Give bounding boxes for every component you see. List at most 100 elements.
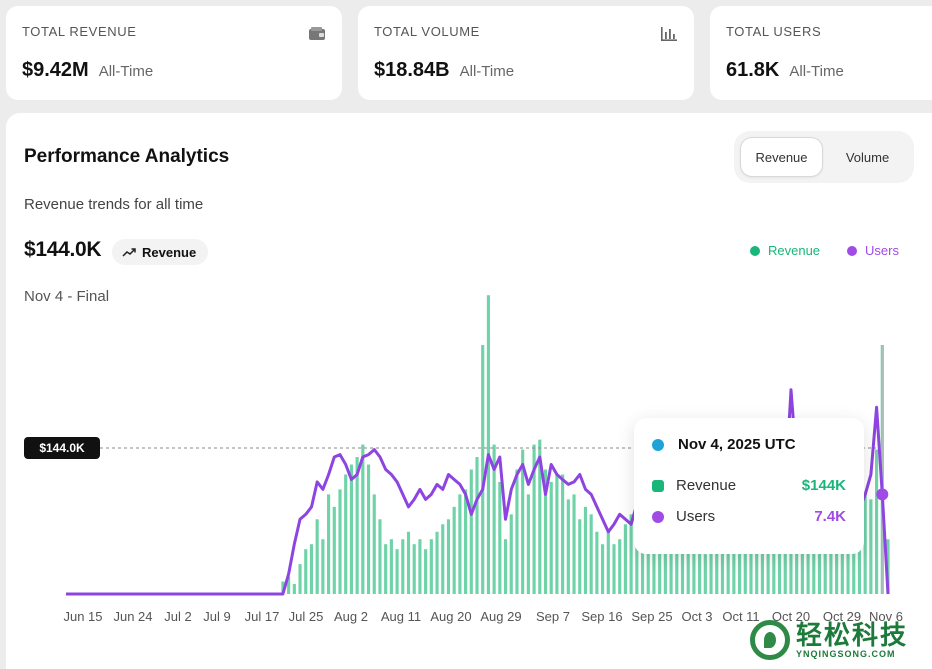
- stat-value: 61.8K: [726, 59, 780, 81]
- trend-label: Revenue: [142, 244, 197, 260]
- revenue-bar: [840, 514, 844, 594]
- x-tick-label: Jul 17: [245, 609, 280, 624]
- x-tick-label: Oct 29: [823, 609, 861, 624]
- reference-badge: $144.0K: [24, 437, 100, 459]
- revenue-bar: [315, 519, 319, 594]
- revenue-bar: [635, 519, 639, 594]
- revenue-bar: [441, 524, 445, 594]
- x-tick-label: Sep 7: [536, 609, 570, 624]
- revenue-bar: [772, 534, 776, 594]
- revenue-bar: [738, 534, 742, 594]
- legend-users[interactable]: Users: [847, 243, 899, 258]
- watermark-logo: 轻松科技 YNQINGSONG.COM: [750, 620, 908, 660]
- revenue-bar: [618, 539, 622, 594]
- revenue-bar: [452, 506, 456, 594]
- revenue-bar: [726, 544, 730, 594]
- stat-card-volume: TOTAL VOLUME $18.84B All-Time: [358, 6, 694, 100]
- stat-value: $18.84B: [374, 59, 450, 81]
- toggle-volume-button[interactable]: Volume: [827, 137, 908, 177]
- revenue-bar: [464, 489, 468, 594]
- revenue-bar: [806, 514, 810, 594]
- performance-panel: Performance Analytics Revenue trends for…: [6, 113, 932, 669]
- x-tick-label: Nov 6: [869, 609, 903, 624]
- date-caption: Nov 4 - Final: [24, 288, 110, 305]
- revenue-bar: [526, 494, 530, 594]
- metric-toggle: Revenue Volume: [734, 131, 914, 183]
- revenue-bar: [469, 469, 473, 594]
- revenue-bar: [406, 531, 411, 594]
- toggle-revenue-button[interactable]: Revenue: [740, 137, 823, 177]
- revenue-bar: [777, 529, 782, 594]
- x-tick-label: Jul 25: [289, 609, 324, 624]
- tooltip-users-value: 7.4K: [814, 508, 846, 525]
- revenue-bar: [486, 295, 490, 594]
- revenue-bar: [327, 494, 331, 594]
- revenue-bar: [743, 529, 747, 594]
- revenue-bar: [503, 539, 508, 594]
- revenue-bar: [612, 544, 616, 594]
- x-tick-label: Jul 2: [164, 609, 191, 624]
- revenue-bar: [481, 345, 485, 594]
- revenue-bar: [543, 469, 548, 594]
- revenue-bar: [640, 524, 645, 594]
- revenue-bar: [835, 514, 839, 594]
- reference-badge-bg: [24, 437, 100, 459]
- revenue-bar: [703, 554, 707, 594]
- revenue-bar: [675, 524, 679, 594]
- revenue-bar: [863, 494, 867, 594]
- revenue-bar: [869, 499, 873, 594]
- revenue-bar: [446, 519, 451, 594]
- revenue-bar: [292, 584, 296, 594]
- revenue-bar: [595, 531, 599, 594]
- revenue-bar: [823, 519, 827, 594]
- trend-badge: Revenue: [112, 239, 209, 265]
- revenue-bar: [572, 494, 576, 594]
- legend-label-revenue: Revenue: [768, 243, 821, 258]
- revenue-bar: [886, 539, 890, 594]
- panel-title: Performance Analytics: [24, 146, 230, 167]
- stat-label: TOTAL USERS: [726, 24, 822, 39]
- tooltip-date-dot: [652, 438, 664, 451]
- legend-revenue[interactable]: Revenue: [750, 243, 820, 258]
- revenue-bar: [418, 539, 422, 594]
- tooltip-users-label: Users: [676, 508, 716, 525]
- revenue-bar: [766, 534, 770, 594]
- revenue-bar: [355, 457, 359, 594]
- revenue-bar: [783, 531, 787, 594]
- revenue-bar: [789, 531, 793, 594]
- revenue-bar: [629, 514, 633, 594]
- revenue-bar: [549, 481, 553, 594]
- revenue-bar: [287, 576, 291, 594]
- trend-up-icon: [122, 248, 136, 257]
- legend-label-users: Users: [865, 243, 899, 258]
- revenue-bar: [429, 539, 433, 594]
- revenue-bar: [623, 524, 627, 594]
- revenue-bar: [875, 449, 879, 594]
- revenue-bar: [686, 534, 690, 594]
- stat-sub: All-Time: [98, 63, 154, 80]
- x-tick-label: Oct 20: [772, 609, 810, 624]
- revenue-bar: [521, 449, 525, 594]
- reference-badge-label: $144.0K: [39, 441, 85, 455]
- stat-card-revenue: TOTAL REVENUE $9.42M All-Time: [6, 6, 342, 100]
- revenue-bar: [361, 444, 365, 594]
- revenue-bar: [458, 494, 462, 594]
- revenue-bar: [435, 531, 439, 594]
- revenue-bar: [395, 549, 399, 594]
- revenue-bar: [760, 539, 764, 594]
- revenue-bar: [401, 539, 405, 594]
- watermark-text: 轻松科技: [796, 620, 909, 650]
- revenue-bar: [344, 474, 348, 594]
- watermark-subtext: YNQINGSONG.COM: [796, 649, 896, 659]
- revenue-bar: [378, 519, 382, 594]
- revenue-bar: [601, 544, 605, 594]
- revenue-bar: [652, 524, 656, 594]
- revenue-bar: [281, 581, 285, 594]
- tooltip-revenue-swatch: [652, 479, 664, 492]
- x-tick-label: Oct 3: [681, 609, 712, 624]
- tooltip-users-swatch: [652, 510, 664, 523]
- revenue-bar: [732, 539, 736, 594]
- panel-subtitle: Revenue trends for all time: [24, 196, 204, 213]
- revenue-bar: [366, 464, 371, 594]
